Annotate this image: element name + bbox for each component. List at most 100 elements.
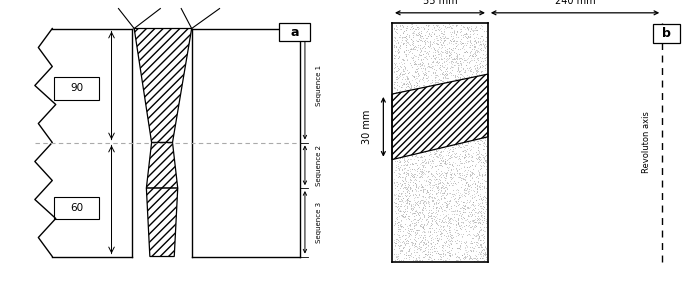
- Point: [401, 179, 412, 184]
- Point: [403, 253, 414, 258]
- Point: [408, 30, 420, 35]
- Point: [438, 69, 449, 74]
- Point: [461, 96, 472, 101]
- Point: [452, 67, 463, 72]
- Point: [397, 30, 408, 34]
- Point: [478, 214, 489, 219]
- Point: [457, 144, 468, 148]
- Point: [464, 117, 475, 122]
- Point: [466, 171, 477, 176]
- Point: [406, 106, 418, 111]
- Point: [418, 44, 429, 49]
- Point: [392, 208, 404, 212]
- Point: [475, 23, 487, 27]
- Point: [442, 255, 453, 260]
- Point: [473, 193, 484, 197]
- Text: 55 mm: 55 mm: [422, 0, 457, 7]
- Point: [390, 54, 401, 58]
- Point: [446, 183, 457, 188]
- Point: [444, 217, 455, 221]
- Point: [406, 89, 418, 94]
- Point: [392, 39, 403, 44]
- Point: [453, 167, 464, 172]
- Point: [414, 109, 425, 113]
- Point: [409, 143, 420, 148]
- Point: [390, 186, 401, 190]
- Point: [403, 34, 414, 39]
- Point: [446, 87, 457, 91]
- Point: [431, 197, 443, 202]
- Point: [435, 51, 446, 56]
- Point: [457, 110, 468, 115]
- Point: [446, 203, 457, 208]
- Point: [427, 127, 438, 132]
- Point: [453, 187, 464, 192]
- Point: [419, 68, 430, 73]
- Point: [413, 246, 424, 251]
- Point: [465, 199, 476, 203]
- Point: [430, 84, 441, 89]
- Point: [472, 256, 483, 260]
- Point: [431, 213, 442, 218]
- Point: [436, 97, 447, 101]
- Point: [466, 27, 477, 31]
- Point: [396, 59, 407, 64]
- Point: [431, 22, 442, 27]
- Point: [406, 89, 418, 94]
- Point: [453, 246, 464, 251]
- Point: [438, 56, 450, 60]
- Point: [452, 97, 464, 102]
- Point: [435, 72, 446, 77]
- Point: [408, 192, 419, 196]
- Point: [473, 117, 484, 122]
- Point: [435, 158, 446, 163]
- Point: [424, 254, 435, 259]
- Point: [415, 34, 427, 39]
- Point: [463, 223, 474, 228]
- Point: [436, 196, 447, 201]
- Point: [476, 89, 487, 94]
- Point: [437, 154, 448, 158]
- Point: [475, 42, 487, 47]
- Point: [461, 73, 473, 78]
- Point: [473, 135, 484, 140]
- Point: [431, 148, 442, 152]
- Point: [445, 146, 456, 151]
- Point: [390, 192, 401, 196]
- Point: [445, 38, 456, 43]
- Point: [401, 169, 412, 174]
- Point: [410, 200, 421, 204]
- Point: [475, 172, 486, 177]
- Point: [401, 89, 412, 94]
- Point: [396, 123, 407, 128]
- Point: [435, 136, 446, 140]
- Point: [424, 150, 436, 154]
- Point: [417, 164, 428, 168]
- Point: [432, 82, 443, 87]
- Point: [444, 149, 455, 154]
- Point: [395, 93, 406, 98]
- Point: [437, 204, 448, 209]
- Point: [462, 181, 473, 186]
- Point: [418, 134, 429, 139]
- Point: [418, 159, 429, 163]
- Point: [445, 215, 456, 220]
- Point: [460, 132, 471, 137]
- Point: [448, 172, 459, 177]
- Point: [398, 255, 409, 260]
- Point: [420, 94, 431, 99]
- Point: [470, 162, 481, 167]
- Point: [462, 34, 473, 38]
- Point: [424, 151, 436, 156]
- Point: [468, 63, 480, 68]
- Point: [477, 109, 488, 113]
- Point: [406, 202, 417, 207]
- Point: [454, 247, 466, 251]
- Point: [406, 54, 417, 59]
- Point: [419, 254, 430, 258]
- Point: [447, 146, 458, 151]
- Point: [418, 200, 429, 204]
- Point: [390, 44, 401, 49]
- Point: [420, 35, 431, 40]
- Point: [430, 220, 441, 225]
